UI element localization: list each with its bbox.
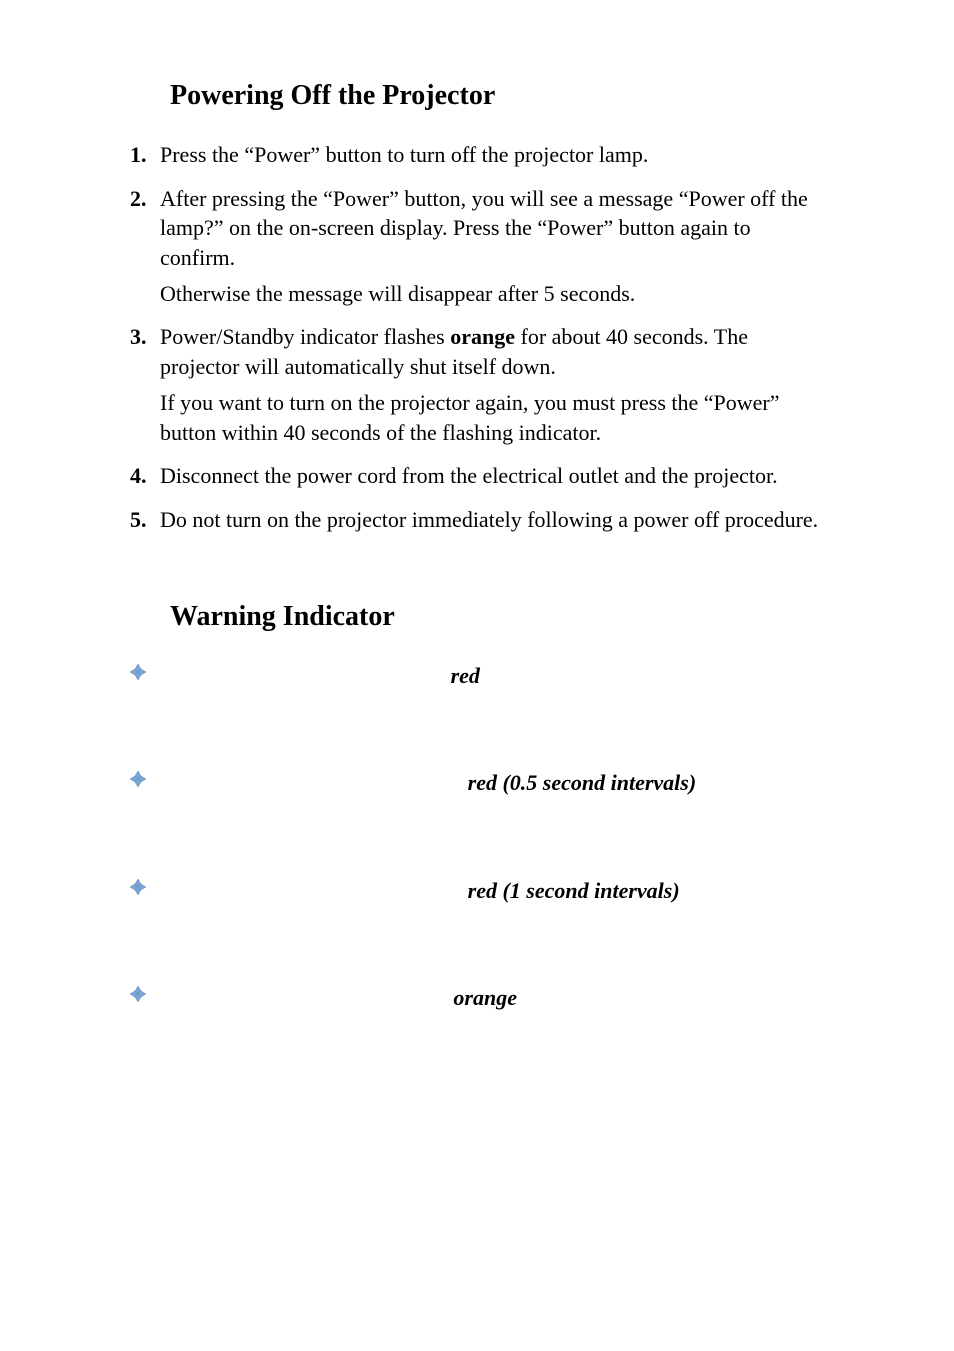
list-item: 3.Power/Standby indicator flashes orange…	[130, 322, 824, 453]
heading-warning-indicator: Warning Indicator	[170, 601, 824, 633]
warning-text: When the TEMP indicator turns red, it in…	[164, 661, 824, 723]
list-item: 4.Disconnect the power cord from the ele…	[130, 461, 824, 497]
list-item: 1.Press the “Power” button to turn off t…	[130, 140, 824, 176]
paragraph: If you want to turn on the projector aga…	[160, 388, 824, 447]
diamond-bullet-icon	[130, 768, 164, 830]
list-item: 2.After pressing the “Power” button, you…	[130, 184, 824, 315]
diamond-bullet-icon	[130, 876, 164, 938]
paragraph: After pressing the “Power” button, you w…	[160, 184, 824, 273]
text-run: After pressing the “Power” button, you w…	[160, 186, 808, 270]
text-run: When the TEMP indicator flashes	[164, 878, 468, 903]
warning-item: When the TEMP indicator flashes red (1 s…	[130, 876, 824, 938]
list-body: Press the “Power” button to turn off the…	[160, 140, 824, 176]
text-run: red (1 second intervals)	[468, 878, 680, 903]
list-number: 2.	[130, 184, 160, 315]
diamond-bullet-icon	[130, 983, 164, 1045]
warning-item: When the TEMP indicator turns red, it in…	[130, 661, 824, 723]
text-run: When the TEMP indicator flashes	[164, 770, 468, 795]
list-number: 3.	[130, 322, 160, 453]
list-number: 5.	[130, 505, 160, 541]
warning-item: When the TEMP indicator flashes red (0.5…	[130, 768, 824, 830]
warning-text: When the TEMP indicator flashes red (1 s…	[164, 876, 824, 938]
list-body: After pressing the “Power” button, you w…	[160, 184, 824, 315]
powering-off-list: 1.Press the “Power” button to turn off t…	[130, 140, 824, 541]
text-run: orange	[450, 324, 515, 349]
list-body: Power/Standby indicator flashes orange f…	[160, 322, 824, 453]
text-run: Otherwise the message will disappear aft…	[160, 281, 635, 306]
list-item: 5.Do not turn on the projector immediate…	[130, 505, 824, 541]
paragraph: Do not turn on the projector immediately…	[160, 505, 824, 535]
text-run: Do not turn on the projector immediately…	[160, 507, 818, 532]
paragraph: Press the “Power” button to turn off the…	[160, 140, 824, 170]
text-run: When the TEMP indicator turns	[164, 663, 451, 688]
list-number: 1.	[130, 140, 160, 176]
diamond-bullet-icon	[130, 661, 164, 723]
text-run: If you want to turn on the projector aga…	[160, 390, 780, 445]
text-run: When the LAMP indicator turns	[164, 985, 453, 1010]
list-body: Disconnect the power cord from the elect…	[160, 461, 824, 497]
paragraph: Power/Standby indicator flashes orange f…	[160, 322, 824, 381]
paragraph: Otherwise the message will disappear aft…	[160, 279, 824, 309]
warning-indicator-list: When the TEMP indicator turns red, it in…	[130, 661, 824, 1045]
warning-item: When the LAMP indicator turns orange, it…	[130, 983, 824, 1045]
text-run: Press the “Power” button to turn off the…	[160, 142, 648, 167]
text-run: red	[451, 663, 480, 688]
paragraph: Disconnect the power cord from the elect…	[160, 461, 824, 491]
text-run: orange	[453, 985, 517, 1010]
heading-powering-off: Powering Off the Projector	[170, 80, 824, 112]
warning-text: When the LAMP indicator turns orange, it…	[164, 983, 824, 1045]
text-run: red (0.5 second intervals)	[468, 770, 697, 795]
list-number: 4.	[130, 461, 160, 497]
text-run: Power/Standby indicator flashes	[160, 324, 450, 349]
text-run: Disconnect the power cord from the elect…	[160, 463, 778, 488]
warning-text: When the TEMP indicator flashes red (0.5…	[164, 768, 824, 830]
list-body: Do not turn on the projector immediately…	[160, 505, 824, 541]
